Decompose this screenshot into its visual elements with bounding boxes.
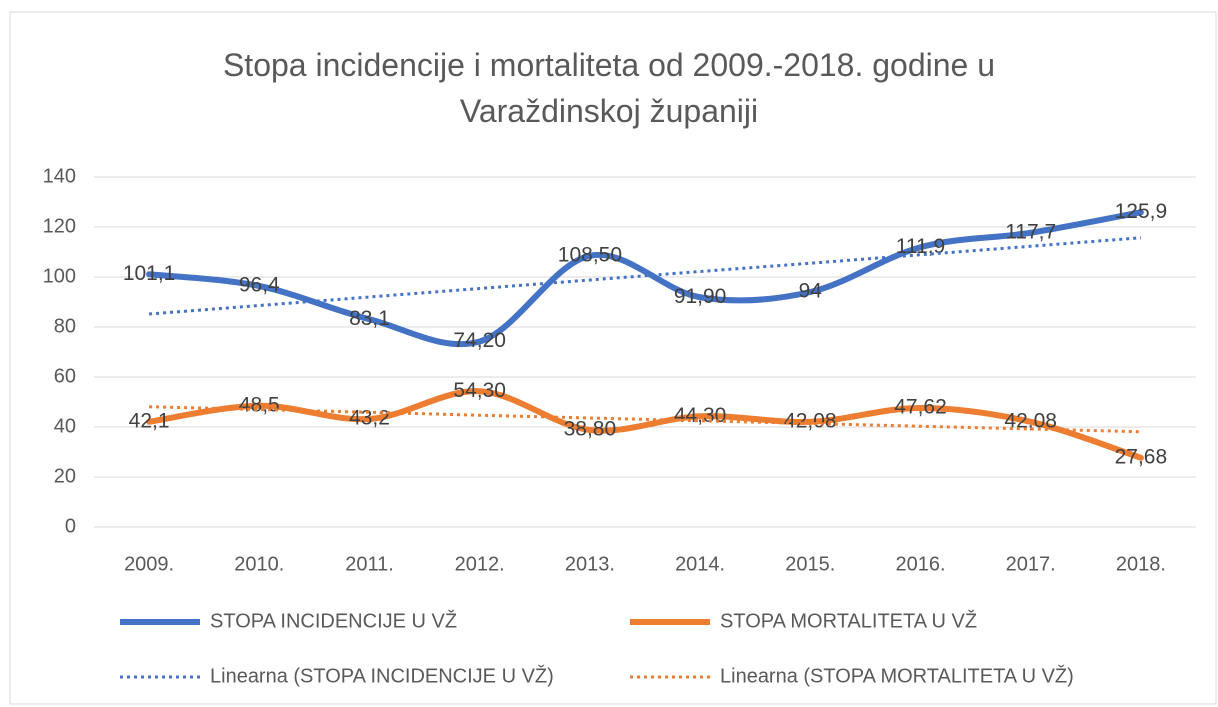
x-tick-label: 2016. — [895, 553, 945, 575]
data-label: 91,90 — [674, 285, 727, 308]
y-tick-label: 40 — [54, 415, 76, 437]
x-tick-label: 2014. — [675, 553, 725, 575]
trend-line — [148, 236, 1142, 316]
data-label: 47,62 — [894, 395, 947, 418]
y-tick-label: 20 — [54, 465, 76, 487]
y-tick-label: 140 — [43, 165, 76, 187]
data-label: 38,80 — [564, 418, 617, 441]
x-tick-label: 2010. — [234, 553, 284, 575]
legend-label: STOPA INCIDENCIJE U VŽ — [210, 609, 457, 632]
data-label: 111,9 — [896, 235, 945, 258]
data-label: 42,08 — [1004, 409, 1057, 432]
data-label: 94 — [799, 280, 823, 303]
chart-border — [9, 11, 1217, 705]
data-label: 48,5 — [239, 393, 280, 416]
y-tick-label: 100 — [43, 265, 76, 287]
data-label: 44,30 — [674, 404, 727, 427]
x-tick-label: 2013. — [565, 553, 615, 575]
y-tick-label: 80 — [54, 315, 76, 337]
data-label: 101,1 — [123, 262, 176, 285]
y-tick-label: 60 — [54, 365, 76, 387]
series-line — [146, 209, 1144, 348]
x-tick-label: 2011. — [345, 553, 394, 575]
data-label: 54,30 — [453, 379, 506, 402]
trend-line — [149, 405, 1141, 434]
data-label: 96,4 — [239, 274, 280, 297]
chart-title: Stopa incidencije i mortaliteta od 2009.… — [222, 47, 996, 129]
data-label: 74,20 — [453, 329, 506, 352]
x-tick-label: 2015. — [785, 553, 835, 575]
legend-label: Linearna (STOPA INCIDENCIJE U VŽ) — [210, 664, 554, 687]
x-tick-label: 2017. — [1006, 553, 1056, 575]
data-label: 117,7 — [1005, 220, 1056, 243]
legend-label: STOPA MORTALITETA U VŽ — [720, 609, 977, 632]
data-label: 42,1 — [129, 409, 170, 432]
data-label: 43,2 — [349, 407, 390, 430]
x-tick-label: 2018. — [1116, 553, 1166, 575]
x-tick-label: 2012. — [455, 553, 505, 575]
series-line — [146, 388, 1144, 461]
data-label: 108,50 — [558, 243, 622, 266]
data-label: 42,08 — [784, 409, 837, 432]
legend-label: Linearna (STOPA MORTALITETA U VŽ) — [720, 664, 1074, 687]
x-tick-label: 2009. — [124, 553, 174, 575]
data-label: 125,9 — [1115, 200, 1168, 223]
data-label: 83,1 — [349, 307, 390, 330]
data-label: 27,68 — [1115, 445, 1168, 468]
y-tick-label: 120 — [43, 215, 76, 237]
y-tick-label: 0 — [65, 515, 76, 537]
